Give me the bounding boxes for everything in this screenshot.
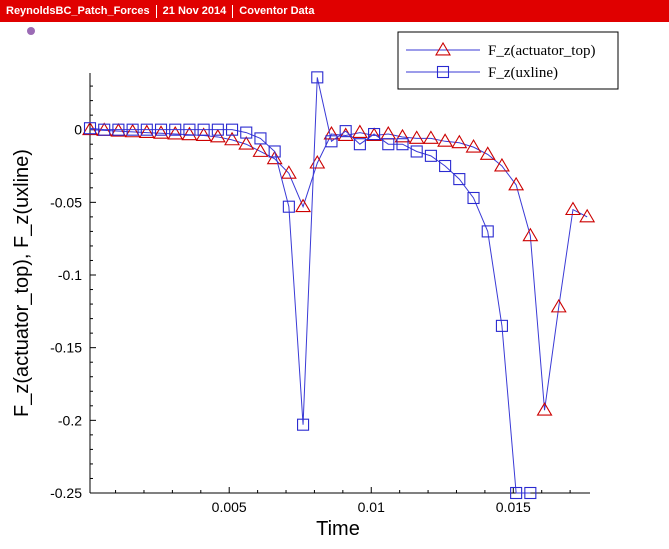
triangle-marker xyxy=(323,125,340,140)
triangle-marker xyxy=(422,130,439,144)
square-marker xyxy=(197,123,210,136)
square-marker xyxy=(126,123,139,136)
triangle-marker xyxy=(209,128,226,143)
triangle-marker xyxy=(124,123,141,138)
triangle-marker xyxy=(280,165,297,179)
square-marker xyxy=(481,225,494,238)
x-tick-label: 0.01 xyxy=(358,499,385,515)
square-marker xyxy=(254,132,267,145)
triangle-marker xyxy=(167,125,184,140)
square-marker xyxy=(240,126,253,139)
triangle-marker xyxy=(238,136,255,150)
square-marker xyxy=(83,122,97,135)
square-marker xyxy=(495,319,508,332)
series-2 xyxy=(83,71,537,500)
triangle-marker xyxy=(479,146,496,160)
y-tick-label: -0.2 xyxy=(58,412,82,428)
triangle-marker xyxy=(138,124,155,139)
status-dot xyxy=(27,27,35,35)
legend-triangle-marker xyxy=(435,41,451,56)
square-marker xyxy=(325,135,338,148)
legend-label: F_z(uxline) xyxy=(488,65,558,81)
triangle-marker xyxy=(181,126,198,141)
y-tick-label: -0.1 xyxy=(58,267,82,283)
legend-square-marker xyxy=(436,65,450,79)
square-marker xyxy=(353,138,366,151)
square-marker xyxy=(98,123,111,136)
triangle-marker xyxy=(508,176,525,191)
triangle-marker xyxy=(408,130,425,144)
triangle-marker xyxy=(550,298,567,313)
square-marker xyxy=(410,145,423,158)
square-marker xyxy=(368,127,381,141)
triangle-marker xyxy=(252,143,269,157)
header-separator xyxy=(155,4,157,18)
square-marker xyxy=(154,123,168,136)
y-tick-label: -0.15 xyxy=(50,340,82,356)
header-title: ReynoldsBC_Patch_Forces xyxy=(6,5,150,17)
square-marker xyxy=(225,123,239,136)
square-marker xyxy=(140,123,153,136)
y-tick-label: -0.25 xyxy=(50,485,82,501)
x-tick-label: 0.015 xyxy=(496,499,531,515)
square-marker xyxy=(467,191,480,205)
triangle-marker xyxy=(295,198,312,213)
triangle-marker xyxy=(451,134,468,149)
triangle-marker xyxy=(394,128,411,143)
series-1 xyxy=(82,121,596,416)
square-marker xyxy=(169,123,182,136)
square-marker xyxy=(211,123,224,136)
header-source: Coventor Data xyxy=(239,5,315,17)
series-line xyxy=(89,77,531,494)
header-bar: ReynoldsBC_Patch_Forces 21 Nov 2014 Cove… xyxy=(0,0,669,22)
triangle-marker xyxy=(195,127,212,141)
triangle-marker xyxy=(366,127,383,141)
square-marker xyxy=(510,486,523,500)
y-tick-label: 0 xyxy=(74,122,82,138)
legend-box xyxy=(397,31,619,90)
triangle-marker xyxy=(536,402,553,416)
header-date: 21 Nov 2014 xyxy=(162,5,227,17)
y-axis-title: F_z(actuator_top), F_z(uxline) xyxy=(11,149,33,417)
square-marker xyxy=(112,123,125,136)
square-marker xyxy=(183,123,196,136)
triangle-marker xyxy=(224,131,241,146)
chart-axes: 0 -0.05 -0.1 -0.15 -0.2 -0.25 0.005 0.01 0.015 xyxy=(50,73,590,515)
legend-label: F_z(actuator_top) xyxy=(488,43,595,59)
triangle-marker xyxy=(493,157,510,172)
triangle-marker xyxy=(351,124,368,139)
square-marker xyxy=(424,149,437,162)
triangle-marker xyxy=(153,125,169,139)
triangle-marker xyxy=(266,150,283,165)
square-marker xyxy=(297,418,310,431)
header-separator xyxy=(232,4,234,18)
x-axis-title: Time xyxy=(316,518,360,540)
chart-legend: F_z(actuator_top) F_z(uxline) xyxy=(397,31,619,90)
triangle-marker xyxy=(522,227,539,242)
y-tick-label: -0.05 xyxy=(50,194,82,210)
chart-series xyxy=(82,71,596,500)
square-marker xyxy=(339,125,352,138)
triangle-marker xyxy=(579,208,596,223)
square-marker xyxy=(396,138,409,151)
x-tick-label: 0.005 xyxy=(212,499,247,515)
triangle-marker xyxy=(437,133,454,147)
square-marker xyxy=(524,486,537,500)
square-marker xyxy=(311,71,324,84)
series-line xyxy=(89,129,588,411)
triangle-marker xyxy=(380,125,397,140)
triangle-marker xyxy=(564,201,581,216)
square-marker xyxy=(268,145,281,158)
square-marker xyxy=(439,159,452,173)
square-marker xyxy=(382,138,395,151)
square-marker xyxy=(282,200,295,213)
triangle-marker xyxy=(465,139,482,153)
square-marker xyxy=(453,173,466,186)
